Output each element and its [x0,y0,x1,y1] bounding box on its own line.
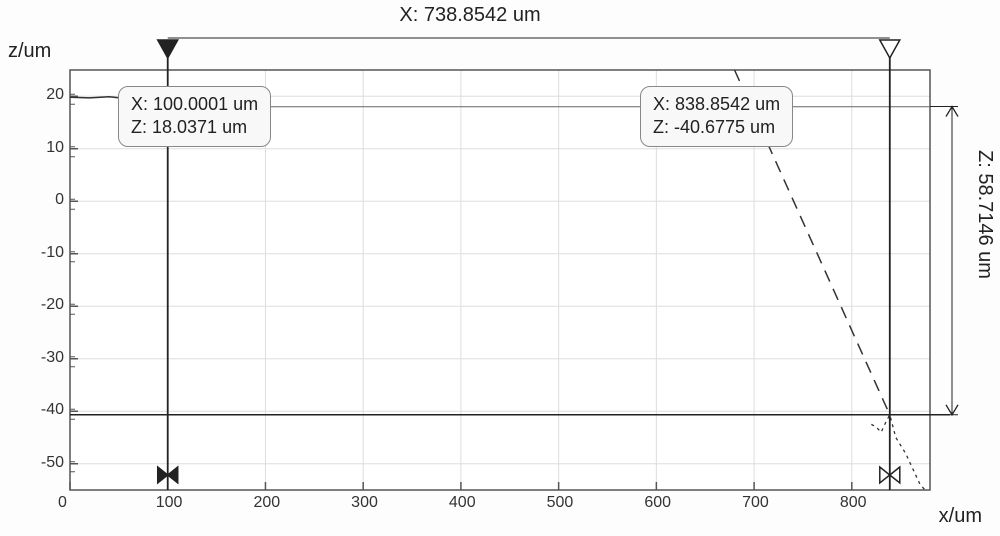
ytick-label: 0 [55,191,64,209]
ytick-label: 10 [46,139,64,157]
cursor2-tooltip: X: 838.8542 um Z: -40.6775 um [640,86,793,147]
ytick-label: -10 [41,244,64,262]
cursor2-z: Z: -40.6775 um [653,116,780,139]
cursor2-x: X: 838.8542 um [653,93,780,116]
xtick-label: 0 [58,494,67,512]
xtick-label: 700 [742,494,769,512]
delta-x-label: X: 738.8542 um [0,4,940,27]
ytick-label: -40 [41,401,64,419]
x-axis-title: x/um [939,505,982,528]
ytick-label: -50 [41,454,64,472]
ytick-label: -30 [41,349,64,367]
xtick-label: 800 [840,494,867,512]
cursor1-tooltip: X: 100.0001 um Z: 18.0371 um [118,86,271,147]
y-axis-title: z/um [8,40,51,63]
xtick-label: 500 [547,494,574,512]
cursor1-x: X: 100.0001 um [131,93,258,116]
xtick-label: 200 [253,494,280,512]
ytick-label: -20 [41,296,64,314]
delta-z-label: Z: 58.7146 um [973,150,996,279]
cursor1-z: Z: 18.0371 um [131,116,258,139]
xtick-label: 400 [449,494,476,512]
ytick-label: 20 [46,86,64,104]
xtick-label: 600 [644,494,671,512]
xtick-label: 300 [351,494,378,512]
xtick-label: 100 [156,494,183,512]
